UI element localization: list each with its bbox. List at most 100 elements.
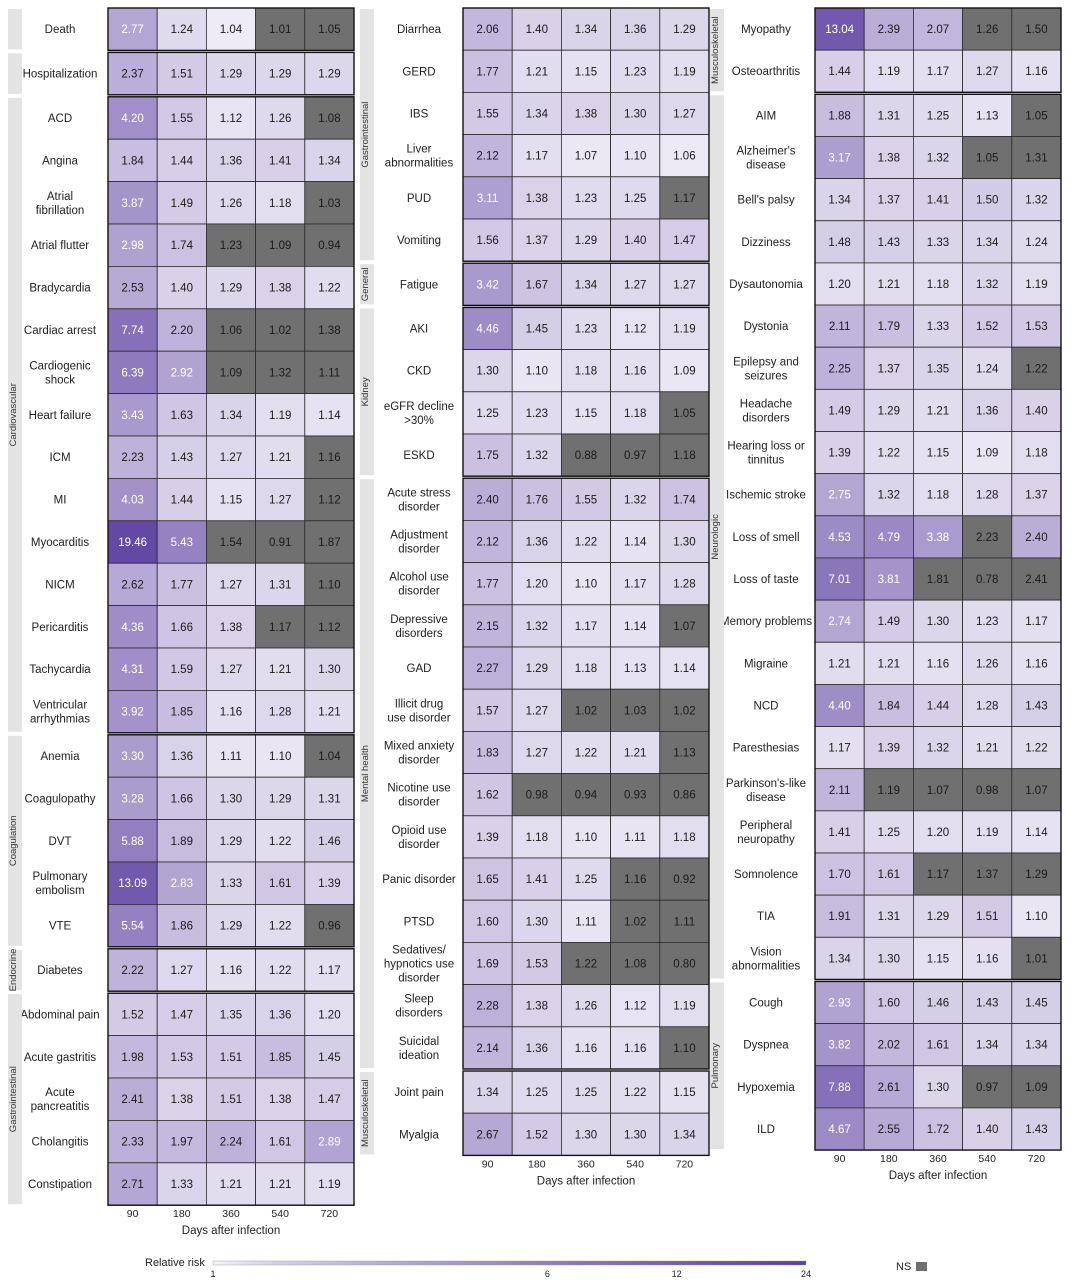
cell-value: 2.67 bbox=[476, 1129, 498, 1141]
cell-value: 1.85 bbox=[269, 1052, 291, 1064]
group-label: Endocrine bbox=[8, 949, 19, 992]
cell-value: 1.51 bbox=[171, 69, 193, 81]
row-label: ACD bbox=[48, 113, 72, 125]
heatmap-cell bbox=[863, 1065, 914, 1109]
group-label: Kidney bbox=[360, 377, 371, 406]
heatmap-cell bbox=[304, 96, 355, 140]
heatmap-cell bbox=[610, 646, 661, 690]
heatmap-cell bbox=[863, 431, 914, 475]
cell-value: 2.27 bbox=[476, 663, 498, 675]
cell-value: 1.65 bbox=[476, 874, 498, 886]
cell-value: 1.55 bbox=[476, 109, 498, 121]
heatmap-cell bbox=[863, 7, 914, 51]
heatmap-cell bbox=[659, 604, 710, 648]
cell-value: 5.43 bbox=[171, 537, 193, 549]
heatmap-cell bbox=[863, 684, 914, 727]
cell-value: 1.48 bbox=[828, 237, 850, 249]
cell-value: 1.28 bbox=[976, 490, 998, 502]
heatmap-cell bbox=[659, 562, 710, 606]
heatmap-row: Epilepsy and seizures 2.25 1.37 1.35 1.24 1.22 bbox=[733, 346, 1062, 390]
cell-value: 1.33 bbox=[927, 237, 949, 249]
cell-value: 1.08 bbox=[624, 959, 646, 971]
heatmap-cell bbox=[304, 690, 355, 734]
group-label: Neurologic bbox=[710, 514, 721, 560]
cell-value: 4.40 bbox=[828, 700, 850, 712]
cell-value: 1.07 bbox=[673, 621, 695, 633]
heatmap-cell bbox=[913, 936, 964, 980]
heatmap-cell bbox=[863, 726, 914, 770]
cell-value: 1.27 bbox=[526, 748, 548, 760]
cell-value: 2.41 bbox=[121, 1094, 143, 1106]
cell-value: 1.12 bbox=[220, 113, 242, 125]
heatmap-cell bbox=[863, 1023, 914, 1067]
cell-value: 1.53 bbox=[171, 1052, 193, 1064]
cell-value: 7.01 bbox=[828, 574, 850, 586]
heatmap-row: Cardiogenic shock 6.39 2.92 1.09 1.32 1.11 bbox=[29, 350, 355, 395]
cell-value: 1.25 bbox=[624, 193, 646, 205]
row-label: DVT bbox=[49, 836, 72, 848]
heatmap-row: Sleep disorders 2.28 1.38 1.26 1.12 1.19 bbox=[395, 984, 710, 1028]
cell-value: 4.53 bbox=[828, 532, 850, 544]
cell-value: 1.16 bbox=[318, 452, 340, 464]
heatmap-cell bbox=[814, 684, 865, 727]
heatmap-row: Atrial flutter 2.98 1.74 1.23 1.09 0.94 bbox=[31, 223, 355, 267]
cell-value: 1.16 bbox=[575, 1043, 597, 1055]
cell-value: 1.77 bbox=[476, 579, 498, 591]
heatmap-cell bbox=[462, 520, 513, 564]
heatmap-cell bbox=[156, 96, 207, 140]
cell-value: 1.21 bbox=[878, 658, 900, 670]
cell-value: 1.22 bbox=[269, 836, 291, 848]
heatmap-cell bbox=[1011, 473, 1062, 517]
cell-value: 1.09 bbox=[269, 240, 291, 252]
heatmap-cell bbox=[610, 134, 661, 178]
cell-value: 1.37 bbox=[976, 869, 998, 881]
row-label: VTE bbox=[49, 921, 72, 933]
cell-value: 1.16 bbox=[220, 965, 242, 977]
heatmap-cell bbox=[156, 520, 207, 564]
cell-value: 1.81 bbox=[927, 574, 949, 586]
cell-value: 1.46 bbox=[927, 998, 949, 1010]
cell-value: 1.02 bbox=[269, 325, 291, 337]
cell-value: 2.77 bbox=[121, 24, 143, 36]
cell-value: 0.94 bbox=[318, 240, 341, 252]
heatmap-cell bbox=[205, 948, 256, 992]
heatmap-cell bbox=[610, 176, 661, 220]
x-tick-label: 720 bbox=[321, 1208, 339, 1220]
heatmap-cell bbox=[1011, 810, 1062, 854]
heatmap-cell bbox=[659, 391, 710, 435]
heatmap-cell bbox=[913, 810, 964, 854]
group-label: General bbox=[360, 267, 371, 301]
cell-value: 1.16 bbox=[624, 874, 646, 886]
row-label: Fatigue bbox=[400, 279, 438, 291]
row-label: Hearing loss or tinnitus bbox=[727, 441, 805, 467]
cell-value: 1.72 bbox=[927, 1124, 949, 1136]
heatmap-cell bbox=[462, 7, 513, 51]
heatmap-cell bbox=[659, 773, 710, 817]
heatmap-cell bbox=[156, 181, 207, 225]
group-outline bbox=[462, 477, 710, 1070]
heatmap-cell bbox=[511, 92, 562, 136]
cell-value: 1.61 bbox=[269, 1137, 291, 1149]
cell-value: 2.33 bbox=[121, 1137, 143, 1149]
cell-value: 1.34 bbox=[476, 1087, 499, 1099]
heatmap-cell bbox=[462, 562, 513, 606]
cell-value: 1.44 bbox=[927, 700, 950, 712]
cell-value: 2.40 bbox=[1025, 532, 1047, 544]
cell-value: 1.13 bbox=[624, 663, 646, 675]
heatmap-cell bbox=[205, 647, 256, 691]
heatmap-cell bbox=[156, 7, 207, 51]
row-label: Cardiogenic shock bbox=[29, 360, 91, 386]
x-axis-title: Days after infection bbox=[889, 1170, 987, 1182]
cell-value: 1.23 bbox=[575, 193, 597, 205]
group-endocrine: Diabetes 2.22 1.27 1.16 1.22 1.17 Endocrine bbox=[8, 948, 355, 992]
heatmap-row: GERD 1.77 1.21 1.15 1.23 1.19 bbox=[402, 49, 710, 93]
heatmap-row: Parkinson's-like disease 2.11 1.19 1.07 0.98 1… bbox=[726, 768, 1062, 812]
cell-value: 1.84 bbox=[121, 155, 144, 167]
cell-value: 1.17 bbox=[575, 621, 597, 633]
cell-value: 1.34 bbox=[976, 237, 999, 249]
cell-value: 2.12 bbox=[476, 537, 498, 549]
cell-value: 1.25 bbox=[575, 1087, 597, 1099]
heatmap-cell bbox=[205, 904, 256, 948]
heatmap-cell bbox=[962, 136, 1013, 179]
heatmap-cell bbox=[659, 899, 710, 943]
